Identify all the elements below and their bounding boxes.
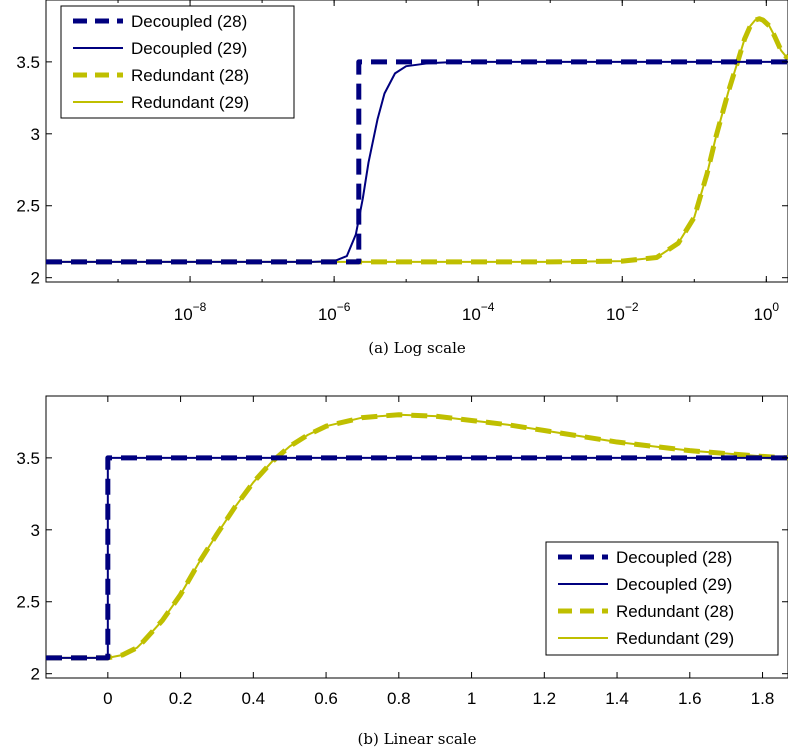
caption-a: (a) Log scale — [368, 339, 466, 357]
linear-scale-chart: 2 2.5 3 3.5 0 0.2 0.4 0.6 0.8 1 1.2 1.4 1.6 1.8 Decou… — [16, 395, 788, 748]
legend-box — [60, 5, 295, 119]
legend: Decoupled (28) Decoupled (29) Redundant (2… — [60, 5, 295, 119]
series-decoupled-29 — [46, 456, 788, 659]
x-tick-label: 1.4 — [605, 689, 629, 708]
y-tick-label: 2 — [31, 269, 40, 288]
legend-label: Decoupled (28) — [131, 12, 247, 31]
x-tick-label: 10−4 — [462, 300, 495, 324]
legend-label: Decoupled (29) — [131, 39, 247, 58]
legend-label: Decoupled (28) — [616, 548, 732, 567]
x-tick-label: 10−6 — [318, 300, 351, 324]
y-tick-label: 2 — [31, 665, 40, 684]
y-tick-label: 3 — [31, 125, 40, 144]
y-tick-label: 3 — [31, 521, 40, 540]
x-tick-label: 1.2 — [532, 689, 556, 708]
y-tick-label: 2.5 — [16, 593, 40, 612]
x-tick-label: 10−8 — [174, 300, 207, 324]
x-tick-label: 0.6 — [314, 689, 338, 708]
legend-label: Redundant (28) — [616, 602, 734, 621]
x-tick-label: 100 — [754, 300, 780, 324]
legend: Decoupled (28) Decoupled (29) Redundant (2… — [545, 541, 779, 656]
x-tick-label: 0.2 — [169, 689, 193, 708]
legend-label: Redundant (28) — [131, 66, 249, 85]
x-tick-label: 10−2 — [606, 300, 639, 324]
caption-b: (b) Linear scale — [358, 730, 477, 748]
log-scale-chart: 2 2.5 3 3.5 10−8 10−6 10−4 10−2 100 Decoupled (2… — [16, 0, 788, 357]
y-tick-label: 2.5 — [16, 197, 40, 216]
x-tick-label: 1.8 — [751, 689, 775, 708]
x-tick-label: 0.4 — [242, 689, 266, 708]
series-layer — [46, 412, 788, 661]
series-redundant-29 — [46, 413, 788, 659]
ticks-layer: 2 2.5 3 3.5 10−8 10−6 10−4 10−2 100 — [16, 0, 788, 324]
legend-label: Redundant (29) — [616, 629, 734, 648]
y-tick-label: 3.5 — [16, 449, 40, 468]
x-tick-label: 0.8 — [387, 689, 411, 708]
legend-label: Redundant (29) — [131, 93, 249, 112]
x-tick-label: 1.6 — [678, 689, 702, 708]
series-decoupled-29 — [46, 60, 788, 263]
legend-label: Decoupled (29) — [616, 575, 732, 594]
legend-box — [545, 541, 779, 656]
y-tick-label: 3.5 — [16, 53, 40, 72]
ticks-layer: 2 2.5 3 3.5 0 0.2 0.4 0.6 0.8 1 1.2 1.4 1.6 1.8 — [16, 396, 788, 708]
x-tick-label: 0 — [103, 689, 112, 708]
series-layer — [46, 16, 788, 265]
x-tick-label: 1 — [467, 689, 476, 708]
